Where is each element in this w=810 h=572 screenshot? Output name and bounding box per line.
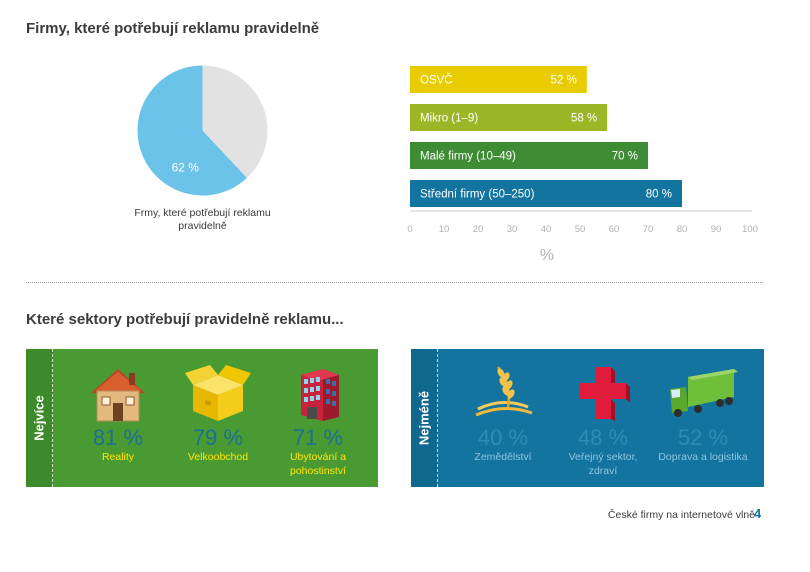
panel-most-label: Nejvíce [31,395,47,441]
x-tick-label: 10 [439,224,450,235]
panel-most: Nejvíce 81 % Reality 79 % Velkoobchod [26,349,378,487]
bar-category-label: Malé firmy (10–49) [420,151,516,163]
x-tick-label: 100 [742,224,758,235]
sector-pct: 52 % [677,425,729,450]
bar [410,66,587,93]
house-icon [91,369,145,422]
panel-least: Nejméně 40 % Zemědělství 48 % Veřej [411,349,764,487]
bar [410,180,682,207]
bar [410,104,608,131]
bar-category-label: OSVČ [420,74,453,87]
bar-value-label: 80 % [646,189,672,201]
bar-category-label: Mikro (1–9) [420,113,478,125]
pie-slice [137,65,247,196]
bar [410,142,648,169]
page-number: 4 [754,506,762,521]
box-icon [185,365,251,421]
x-tick-label: 90 [711,224,722,235]
red-cross-icon [580,367,630,421]
sector-name: Zemědělství [474,451,532,463]
bar-category-label: Střední firmy (50–250) [420,189,535,201]
footer-text: České firmy na internetové vlně [607,509,755,521]
sector-pct: 79 % [192,425,244,450]
section-title-sectors: Které sektory potřebují pravidelně rekla… [26,311,344,328]
pie-chart: 62 % [137,65,268,196]
x-tick-label: 70 [643,224,654,235]
truck-icon [670,369,738,417]
pie-caption: Frmy, které potřebují reklamu pravidelně [134,207,271,232]
bar-chart: OSVČ 52 % Mikro (1–9) 58 % Malé firmy (10–49… [407,66,758,264]
panel-most-side: Nejvíce [26,349,53,487]
bar-value-label: 58 % [571,113,597,125]
x-tick-label: 60 [609,224,620,235]
sector-pct: 40 % [477,425,529,450]
x-axis-label: % [540,247,554,264]
pie-slice [202,65,268,178]
sector-name: Reality [101,451,135,463]
pie-slice-label: 62 % [172,160,200,174]
x-tick-label: 80 [677,224,688,235]
x-tick-label: 40 [541,224,552,235]
sector-name: Velkoobchod [187,451,249,463]
building-icon [301,369,339,421]
panel-least-label: Nejméně [416,390,432,446]
sector-pct: 71 % [292,425,344,450]
panel-least-side: Nejméně [411,349,438,487]
x-tick-label: 50 [575,224,586,235]
bar-value-label: 52 % [551,75,577,87]
sector-pct: 81 % [92,425,144,450]
wheat-icon [475,366,533,417]
sector-name: Veřejný sektor, zdraví [568,451,638,477]
section-divider [26,282,763,283]
sector-pct: 48 % [577,425,629,450]
sector-name: Doprava a logistika [658,451,748,463]
x-tick-label: 20 [473,224,484,235]
section-title-firms: Firmy, které potřebují reklamu pravideln… [26,20,320,37]
x-tick-label: 0 [407,224,412,235]
sector-name: Ubytování a pohostinství [289,451,347,477]
x-tick-label: 30 [507,224,518,235]
bar-value-label: 70 % [612,151,638,163]
